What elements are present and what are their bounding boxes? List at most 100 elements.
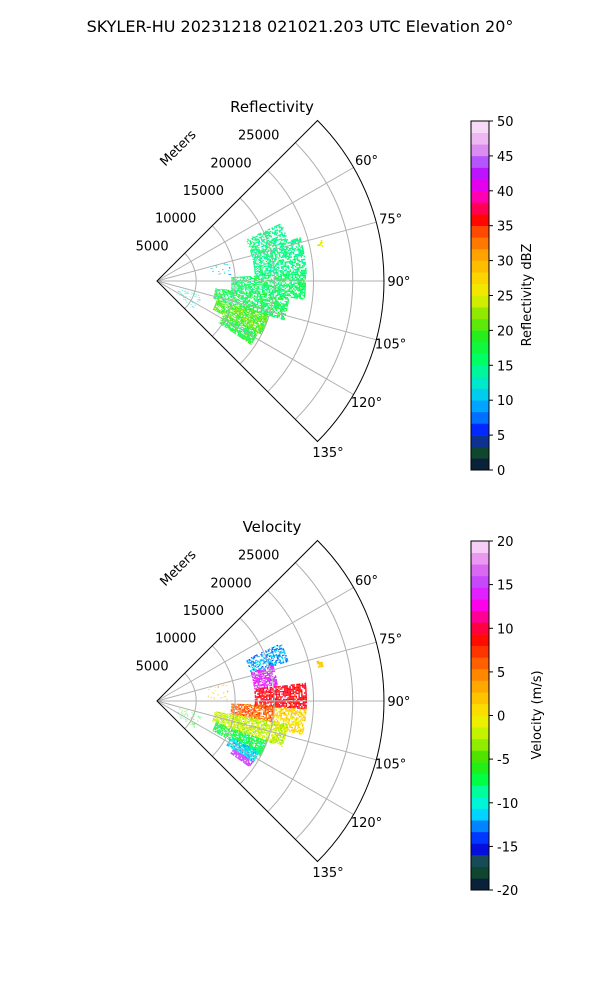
echo-gate bbox=[287, 283, 290, 286]
echo-gate bbox=[266, 706, 268, 708]
echo-gate bbox=[278, 259, 280, 262]
echo-gate bbox=[252, 304, 254, 306]
echo-gate bbox=[275, 226, 278, 229]
echo-gate bbox=[259, 268, 262, 270]
echo-gate bbox=[277, 706, 279, 708]
echo-gate bbox=[268, 271, 270, 273]
echo-gate bbox=[282, 315, 285, 318]
echo-gate bbox=[284, 313, 287, 316]
echo-gate bbox=[270, 684, 273, 687]
echo-gate bbox=[252, 290, 254, 292]
echo-gate bbox=[267, 285, 270, 287]
echo-gate bbox=[219, 272, 222, 274]
echo-gate bbox=[238, 703, 240, 705]
echo-gate bbox=[269, 704, 271, 707]
echo-gate bbox=[263, 262, 265, 264]
echo-gate bbox=[284, 719, 286, 722]
echo-gate bbox=[242, 295, 245, 297]
echo-gate bbox=[271, 701, 274, 703]
echo-gate bbox=[241, 283, 243, 285]
echo-gate bbox=[223, 302, 225, 304]
echo-gate bbox=[287, 290, 289, 293]
echo-gate bbox=[286, 276, 288, 279]
echo-gate bbox=[278, 254, 281, 256]
echo-gate bbox=[253, 248, 256, 250]
echo-gate bbox=[292, 728, 295, 731]
echo-gate bbox=[250, 709, 253, 711]
echo-gate bbox=[286, 710, 289, 712]
echo-gate bbox=[301, 714, 304, 717]
echo-gate bbox=[262, 294, 265, 296]
echo-gate bbox=[285, 301, 288, 303]
echo-gate bbox=[252, 285, 254, 287]
echo-gate bbox=[294, 285, 297, 287]
echo-gate bbox=[295, 705, 297, 708]
echo-gate bbox=[258, 316, 260, 319]
echo-gate bbox=[267, 701, 269, 703]
echo-gate bbox=[284, 253, 286, 255]
echo-gate bbox=[281, 261, 284, 264]
echo-gate bbox=[257, 271, 259, 273]
echo-gate bbox=[300, 284, 302, 286]
echo-gate bbox=[286, 283, 288, 286]
echo-gate bbox=[295, 702, 298, 705]
echo-gate bbox=[274, 256, 277, 258]
echo-gate bbox=[300, 689, 303, 691]
echo-gate bbox=[278, 226, 281, 229]
echo-gate bbox=[263, 310, 266, 312]
echo-gate bbox=[270, 705, 273, 707]
echo-gate bbox=[259, 701, 261, 703]
echo-gate bbox=[286, 303, 289, 306]
echo-gate bbox=[287, 718, 289, 721]
echo-gate bbox=[210, 268, 212, 269]
echo-gate bbox=[301, 274, 304, 277]
echo-gate bbox=[216, 289, 218, 290]
echo-gate bbox=[216, 295, 219, 297]
echo-gate bbox=[286, 255, 288, 258]
echo-gate bbox=[263, 316, 265, 318]
echo-gate bbox=[260, 258, 263, 260]
echo-gate bbox=[254, 696, 257, 698]
echo-gate bbox=[279, 310, 282, 313]
echo-gate bbox=[301, 251, 303, 253]
echo-gate bbox=[262, 687, 264, 690]
echo-gate bbox=[260, 266, 263, 268]
echo-gate bbox=[246, 283, 249, 285]
echo-gate bbox=[299, 690, 302, 693]
echo-gate bbox=[269, 256, 271, 258]
echo-gate bbox=[274, 290, 276, 293]
echo-gate bbox=[264, 319, 267, 321]
echo-gate bbox=[269, 282, 271, 284]
echo-gate bbox=[265, 254, 268, 257]
echo-gate bbox=[275, 718, 278, 720]
echo-gate bbox=[252, 288, 254, 290]
echo-gate bbox=[221, 301, 224, 303]
echo-gate bbox=[253, 252, 256, 254]
echo-gate bbox=[277, 292, 279, 294]
echo-gate bbox=[279, 278, 281, 280]
echo-gate bbox=[273, 258, 276, 260]
echo-gate bbox=[280, 226, 282, 228]
echo-gate bbox=[260, 694, 262, 696]
echo-gate bbox=[277, 698, 279, 701]
echo-gate bbox=[222, 290, 224, 292]
echo-gate bbox=[241, 295, 243, 297]
echo-gate bbox=[298, 239, 300, 241]
echo-gate bbox=[256, 248, 259, 250]
velocity-title: Velocity bbox=[243, 518, 302, 536]
echo-gate bbox=[250, 242, 252, 245]
echo-gate bbox=[297, 718, 299, 721]
echo-gate bbox=[290, 698, 292, 701]
echo-gate bbox=[280, 305, 283, 308]
echo-gate bbox=[261, 290, 264, 293]
echo-gate bbox=[232, 279, 235, 281]
echo-gate bbox=[227, 306, 230, 308]
echo-gate bbox=[258, 714, 261, 716]
echo-gate bbox=[295, 728, 297, 731]
echo-gate bbox=[222, 299, 225, 301]
echo-gate bbox=[249, 314, 252, 317]
echo-gate bbox=[240, 312, 242, 314]
echo-gate bbox=[270, 285, 273, 287]
echo-gate bbox=[256, 235, 259, 237]
